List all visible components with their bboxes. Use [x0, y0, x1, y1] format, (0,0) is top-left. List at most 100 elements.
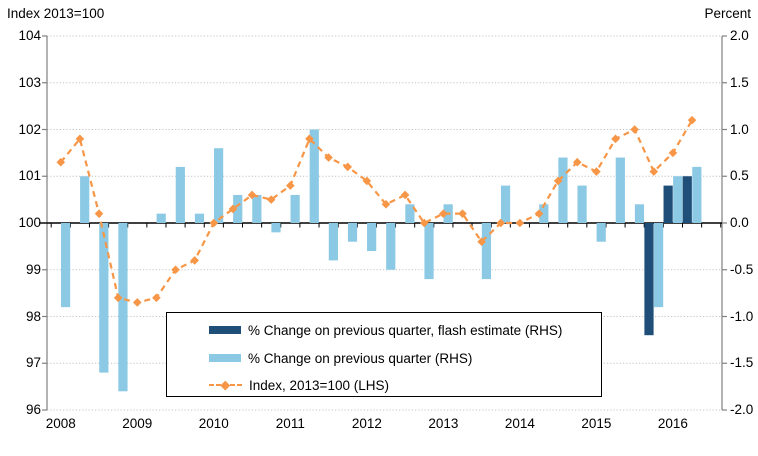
x-axis-year-label: 2009 — [122, 416, 153, 431]
x-axis-year-label: 2012 — [351, 416, 382, 431]
bar-quarterly-change — [596, 223, 606, 242]
index-line-diamond-marker — [343, 162, 353, 172]
legend-label-flash-estimate: % Change on previous quarter, flash esti… — [248, 322, 563, 338]
left-axis-title: Index 2013=100 — [7, 6, 105, 21]
index-line-diamond-marker — [190, 256, 199, 265]
index-line-diamond-marker — [305, 134, 314, 144]
right-axis-tick-label: 1.5 — [730, 74, 749, 90]
bar-quarterly-change — [405, 204, 415, 223]
left-axis-tick-label: 99 — [25, 261, 41, 277]
legend-item-quarterly-change: % Change on previous quarter (RHS) — [209, 347, 472, 369]
index-line-diamond-marker — [171, 265, 180, 275]
index-line-diamond-marker — [75, 134, 85, 144]
right-axis-title: Percent — [704, 6, 751, 21]
index-line-diamond-marker — [132, 298, 142, 307]
bar-quarterly-change — [692, 166, 702, 223]
bar-quarterly-change — [252, 194, 262, 223]
bar-quarterly-change — [539, 204, 549, 223]
legend-line-diamond-marker — [220, 380, 230, 390]
index-line-diamond-marker — [419, 218, 429, 228]
left-axis-tick-label: 96 — [25, 402, 41, 417]
bar-quarterly-change — [233, 194, 243, 223]
index-line-diamond-marker — [515, 218, 525, 228]
index-line-diamond-marker — [496, 218, 506, 228]
index-line-diamond-marker — [630, 125, 639, 134]
bar-quarterly-change — [386, 223, 396, 270]
index-line-diamond-marker — [228, 204, 238, 214]
legend: % Change on previous quarter, flash esti… — [166, 312, 602, 397]
index-line-diamond-marker — [266, 195, 276, 204]
index-line-diamond-marker — [94, 209, 104, 218]
right-axis-tick-label: -1.5 — [730, 355, 754, 371]
bar-quarterly-change — [367, 223, 377, 252]
bar-quarterly-change — [500, 185, 511, 223]
x-axis-year-label: 2008 — [45, 416, 76, 431]
index-line-diamond-marker — [553, 176, 563, 186]
index-line-diamond-marker — [611, 134, 620, 144]
bar-quarterly-change — [214, 148, 224, 223]
bar-quarterly-change — [175, 166, 185, 223]
index-line-diamond-marker — [649, 167, 659, 176]
index-line — [59, 119, 694, 304]
bar-quarterly-change — [577, 185, 587, 223]
left-axis-tick-label: 97 — [25, 355, 41, 371]
bar-quarterly-change — [347, 223, 358, 242]
index-line-diamond-marker — [400, 190, 410, 200]
legend-item-flash-estimate: % Change on previous quarter, flash esti… — [209, 319, 562, 341]
legend-swatch-quarterly-bar — [209, 354, 241, 362]
bar-quarterly-change — [194, 213, 205, 223]
bar-quarterly-change — [558, 157, 568, 223]
index-line-diamond-marker — [324, 153, 333, 162]
bar-quarterly-change — [60, 223, 71, 308]
bar-quarterly-change — [271, 223, 281, 233]
legend-line-dash — [215, 383, 221, 387]
x-axis-year-label: 2013 — [428, 416, 459, 431]
x-axis-year-label: 2016 — [657, 416, 688, 431]
bar-quarterly-change — [118, 223, 128, 392]
bar-quarterly-change — [424, 223, 434, 280]
legend-swatch-flash-bar — [209, 326, 241, 334]
index-line-diamond-marker — [381, 200, 391, 209]
index-line-diamond-marker — [113, 293, 123, 303]
x-axis-year-label: 2015 — [581, 416, 612, 431]
bar-flash-estimate — [644, 223, 654, 336]
bar-flash-estimate — [682, 176, 692, 223]
right-axis-tick-label: -1.0 — [730, 308, 754, 324]
bar-quarterly-change — [80, 176, 90, 223]
right-axis-tick-label: 2.0 — [730, 28, 749, 43]
bar-quarterly-change — [99, 223, 109, 373]
index-line-diamond-marker — [439, 209, 448, 218]
left-axis-tick-label: 102 — [18, 121, 41, 137]
bar-quarterly-change — [481, 223, 492, 280]
x-axis-year-label: 2010 — [198, 416, 229, 431]
legend-label-index-line: Index, 2013=100 (LHS) — [249, 377, 389, 393]
index-line-diamond-marker — [534, 209, 544, 218]
index-line-diamond-marker — [56, 157, 66, 167]
index-line-diamond-marker — [247, 190, 257, 200]
right-axis-tick-label: -0.5 — [730, 261, 754, 277]
left-axis-tick-label: 100 — [18, 215, 41, 230]
bar-quarterly-change — [653, 223, 664, 308]
index-line-diamond-marker — [362, 176, 372, 186]
x-axis-year-label: 2011 — [275, 416, 305, 431]
bar-quarterly-change — [673, 176, 683, 223]
right-axis-tick-label: 0.0 — [730, 215, 749, 230]
bar-quarterly-change — [156, 213, 166, 223]
index-line-diamond-marker — [286, 181, 295, 190]
right-axis-tick-label: 1.0 — [730, 121, 749, 137]
legend-line-dash — [230, 383, 235, 387]
index-line-diamond-marker — [668, 148, 678, 158]
bar-quarterly-change — [290, 194, 300, 223]
legend-swatch-index-line — [209, 380, 242, 390]
bar-quarterly-change — [328, 223, 338, 261]
right-axis-tick-label: 0.5 — [730, 168, 749, 184]
legend-line-dash — [236, 383, 242, 387]
index-line-diamond-marker — [687, 115, 697, 125]
left-axis-tick-label: 101 — [18, 168, 41, 184]
index-line-diamond-marker — [572, 157, 582, 167]
right-axis-tick-label: -2.0 — [730, 402, 754, 417]
left-axis-tick-label: 103 — [18, 74, 41, 90]
index-line-diamond-marker — [152, 293, 161, 303]
